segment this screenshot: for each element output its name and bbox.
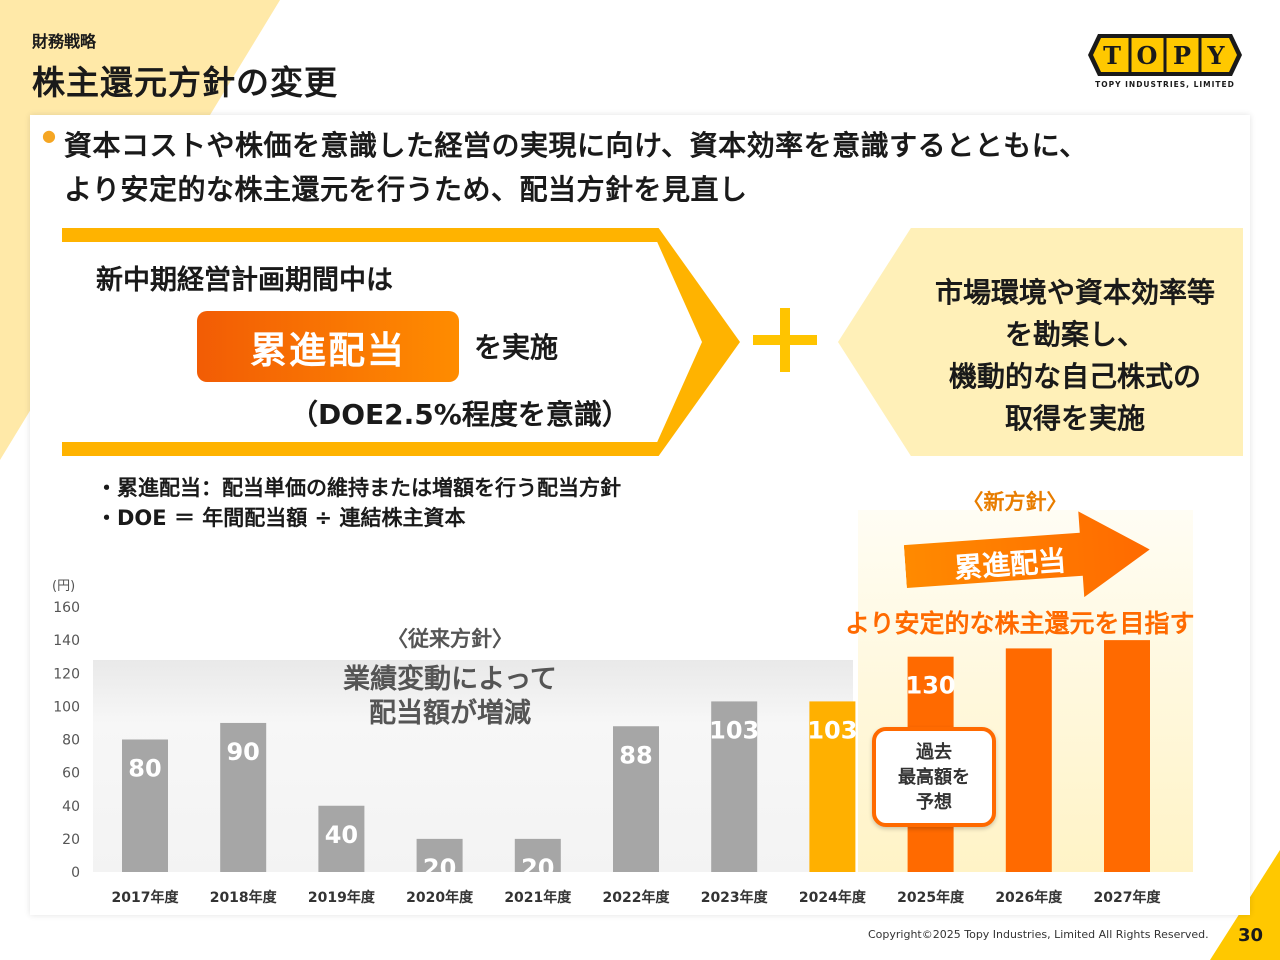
old-policy-desc-line: 配当額が増減: [369, 698, 531, 729]
y-tick-label: 80: [62, 733, 80, 749]
logo-letter-p: P: [1173, 41, 1191, 70]
plan-period-text: 新中期経営計画期間中は: [96, 265, 393, 296]
bar-2024年度: [809, 701, 856, 872]
bar-2023年度: [711, 701, 758, 872]
bullet-dot-icon: ●: [42, 126, 56, 145]
buyback-line: を勘案し、: [1004, 318, 1145, 351]
bar-value-label: 20: [423, 854, 456, 882]
buyback-line: 取得を実施: [1004, 402, 1145, 435]
logo-subtitle: TOPY INDUSTRIES, LIMITED: [1095, 80, 1235, 89]
old-policy-desc-line: 業績変動によって: [343, 664, 557, 695]
x-tick-label: 2017年度: [112, 889, 180, 906]
logo-letter-o: O: [1137, 41, 1158, 70]
bar-2027年度: [1104, 640, 1150, 872]
plus-icon-bar: [753, 335, 817, 345]
y-tick-label: 40: [62, 799, 80, 815]
record-high-callout: 過去 最高額を 予想: [872, 727, 996, 827]
bars-layer: 80 90 40 20 20 88 103 103 130: [122, 640, 1150, 882]
headline-line-2: より安定的な株主還元を行うため、配当方針を見直し: [64, 173, 748, 206]
bar-2019年度: [318, 805, 365, 872]
bar-value-label: 88: [619, 741, 652, 769]
callout-line: 最高額を: [898, 766, 970, 788]
bar-value-label: 130: [906, 672, 956, 700]
bar-2018年度: [220, 722, 267, 872]
y-axis-unit-label: (円): [52, 579, 75, 594]
y-tick-label: 100: [53, 699, 80, 715]
new-policy-label: 〈新方針〉: [962, 490, 1068, 514]
bar-value-label: 40: [325, 821, 358, 849]
bar-value-label: 80: [128, 755, 161, 783]
y-tick-label: 160: [53, 600, 80, 616]
y-tick-label: 140: [53, 633, 80, 649]
note-doe-definition: ・DOE ＝ 年間配当額 ÷ 連結株主資本: [96, 506, 466, 530]
y-tick-label: 120: [53, 666, 80, 682]
section-label: 財務戦略: [32, 32, 97, 51]
bar-2022年度: [613, 726, 659, 872]
x-tick-label: 2024年度: [799, 889, 867, 906]
x-tick-label: 2021年度: [504, 889, 572, 906]
y-tick-label: 20: [62, 832, 80, 848]
x-tick-label: 2019年度: [308, 889, 376, 906]
old-policy-description: 業績変動によって 配当額が増減: [300, 663, 600, 731]
headline-line-1: 資本コストや株価を意識した経営の実現に向け、資本効率を意識するとともに、: [64, 129, 1088, 162]
x-tick-label: 2026年度: [995, 889, 1063, 906]
callout-line: 過去: [916, 741, 952, 763]
y-tick-label: 60: [62, 766, 80, 782]
bar-2017年度: [122, 739, 168, 872]
bar-value-label: 103: [807, 716, 857, 744]
page-number: 30: [1238, 925, 1264, 946]
bar-value-label: 103: [709, 716, 759, 744]
x-tick-label: 2018年度: [210, 889, 278, 906]
buyback-line: 市場環境や資本効率等: [934, 276, 1215, 309]
page-title: 株主還元方針の変更: [32, 63, 338, 102]
note-progressive-dividend: ・累進配当：配当単価の維持または増額を行う配当方針: [96, 476, 621, 500]
x-tick-label: 2025年度: [897, 889, 965, 906]
doe-target-text: （DOE2.5%程度を意識）: [290, 398, 630, 431]
bar-2020年度: [416, 838, 463, 872]
bar-value-label: 20: [521, 854, 554, 882]
bar-2026年度: [1005, 648, 1052, 872]
bar-value-label: 90: [226, 738, 259, 766]
company-logo: T O P Y TOPY INDUSTRIES, LIMITED: [1088, 34, 1242, 89]
bar-2021年度: [514, 838, 561, 872]
logo-letter-y: Y: [1206, 41, 1225, 70]
x-tick-label: 2027年度: [1094, 889, 1162, 906]
old-policy-label: 〈従来方針〉: [387, 627, 513, 651]
policy-chevron-right: [838, 228, 1243, 456]
ticks-layer: 2017年度 2018年度 2019年度 2020年度 2021年度 2022年度 2023…: [52, 579, 1161, 906]
buyback-line: 機動的な自己株式の: [948, 360, 1201, 393]
x-tick-label: 2023年度: [701, 889, 769, 906]
share-buyback-text: 市場環境や資本効率等 を勘案し、 機動的な自己株式の 取得を実施: [900, 272, 1250, 440]
implement-text: を実施: [474, 331, 559, 364]
logo-letter-t: T: [1103, 41, 1121, 70]
y-tick-label: 0: [71, 865, 80, 881]
progressive-dividend-badge: 累進配当: [197, 311, 459, 382]
stable-return-text: より安定的な株主還元を目指す: [845, 609, 1195, 638]
x-tick-label: 2022年度: [603, 889, 671, 906]
copyright-text: Copyright©2025 Topy Industries, Limited …: [868, 928, 1209, 941]
logo-mark: [1088, 34, 1242, 76]
x-tick-label: 2020年度: [406, 889, 474, 906]
callout-line: 予想: [916, 791, 952, 813]
